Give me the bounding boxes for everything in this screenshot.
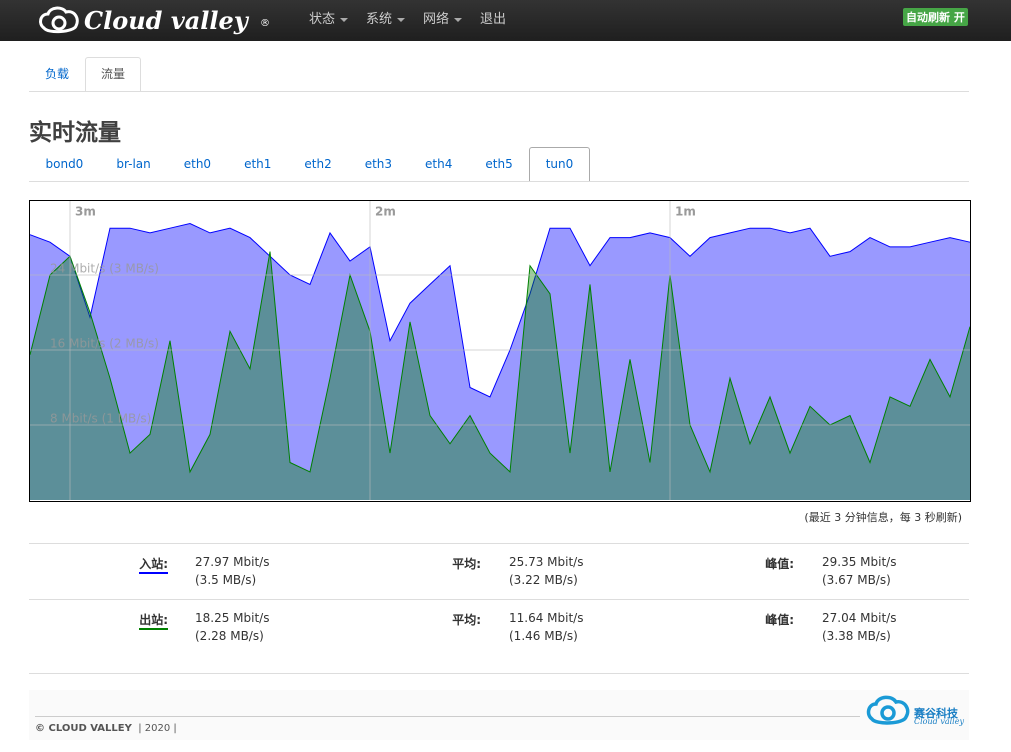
- auto-refresh-toggle[interactable]: 自动刷新 开: [903, 8, 968, 26]
- interface-tabs: bond0 br-lan eth0 eth1 eth2 eth3 eth4 eth5 tun0: [29, 147, 590, 181]
- logo-text[interactable]: Cloud valley: [84, 6, 248, 35]
- stat-value: 27.97 Mbit/s: [195, 555, 270, 569]
- stat-value: (1.46 MB/s): [509, 629, 578, 643]
- footer-line: [35, 716, 860, 717]
- stat-label: 平均:: [452, 557, 481, 571]
- stat-label: 出站:: [139, 611, 168, 630]
- stat-value: 27.04 Mbit/s: [822, 611, 897, 625]
- interface-tab[interactable]: eth3: [364, 157, 393, 171]
- divider: [29, 181, 969, 182]
- page-tabs: 负载 流量: [29, 57, 142, 91]
- stat-value: 29.35 Mbit/s: [822, 555, 897, 569]
- menu-item[interactable]: 系统: [357, 0, 414, 41]
- logo-mark: ®: [260, 18, 270, 29]
- area-fill: [30, 251, 970, 500]
- copyright: © CLOUD VALLEY | 2020 |: [35, 723, 177, 734]
- x-tick-label: 2m: [375, 205, 396, 219]
- footer: [29, 690, 969, 740]
- interface-tab[interactable]: tun0: [529, 147, 590, 181]
- main-menu: 状态 系统 网络 退出: [300, 0, 515, 41]
- stat-value: 18.25 Mbit/s: [195, 611, 270, 625]
- y-tick-label: 24 Mbit/s (3 MB/s): [50, 262, 159, 276]
- tab[interactable]: 负载: [45, 67, 70, 81]
- copyright-text: © CLOUD VALLEY: [35, 723, 132, 734]
- traffic-chart: 8 Mbit/s (1 MB/s) 16 Mbit/s (2 MB/s) 24 Mb…: [29, 200, 971, 502]
- brand-name: 赛谷科技: [914, 707, 958, 720]
- stat-value: (3.22 MB/s): [509, 573, 578, 587]
- divider: [29, 543, 969, 544]
- interface-tab[interactable]: eth2: [304, 157, 332, 171]
- menu-item[interactable]: 退出: [480, 12, 507, 27]
- x-tick-label: 1m: [675, 205, 696, 219]
- interface-tab[interactable]: eth0: [183, 157, 212, 171]
- x-tick-label: 3m: [75, 205, 96, 219]
- interface-tab[interactable]: eth1: [244, 157, 272, 171]
- area-line: [29, 251, 971, 474]
- stat-label: 峰值:: [765, 613, 794, 627]
- stat-label: 入站:: [139, 555, 168, 574]
- divider: [29, 599, 969, 600]
- tab[interactable]: 流量: [85, 57, 142, 91]
- copyright-year: | 2020 |: [138, 723, 177, 734]
- stat-value: (3.38 MB/s): [822, 629, 891, 643]
- y-tick-label: 8 Mbit/s (1 MB/s): [50, 412, 151, 426]
- stat-value: (3.67 MB/s): [822, 573, 891, 587]
- y-tick-label: 16 Mbit/s (2 MB/s): [50, 337, 159, 351]
- menu-item[interactable]: 网络: [414, 0, 471, 41]
- area-fill: [30, 223, 970, 500]
- interface-tab[interactable]: eth5: [485, 157, 513, 171]
- chart-caption: (最近 3 分钟信息，每 3 秒刷新): [804, 511, 962, 524]
- divider: [29, 673, 969, 674]
- header-bar: Cloud valley ® 状态 系统 网络 退出 自动刷新 开: [0, 0, 1011, 41]
- stat-value: (3.5 MB/s): [195, 573, 257, 587]
- interface-tab[interactable]: br-lan: [116, 157, 151, 171]
- interface-tab[interactable]: eth4: [425, 157, 453, 171]
- stat-label: 平均:: [452, 613, 481, 627]
- plot-border: [29, 200, 971, 502]
- plot-background: [29, 200, 971, 502]
- brand-subtitle: Cloud valley: [914, 717, 964, 726]
- interface-tab[interactable]: bond0: [45, 157, 84, 171]
- divider: [29, 91, 969, 92]
- stat-value: 11.64 Mbit/s: [509, 611, 584, 625]
- page-title: 实时流量: [29, 120, 121, 146]
- area-line: [29, 222, 971, 398]
- stat-value: 25.73 Mbit/s: [509, 555, 584, 569]
- logo-icon: [39, 6, 79, 34]
- menu-item[interactable]: 状态: [300, 0, 357, 41]
- brand-icon: [866, 695, 910, 725]
- stat-label: 峰值:: [765, 557, 794, 571]
- stat-value: (2.28 MB/s): [195, 629, 264, 643]
